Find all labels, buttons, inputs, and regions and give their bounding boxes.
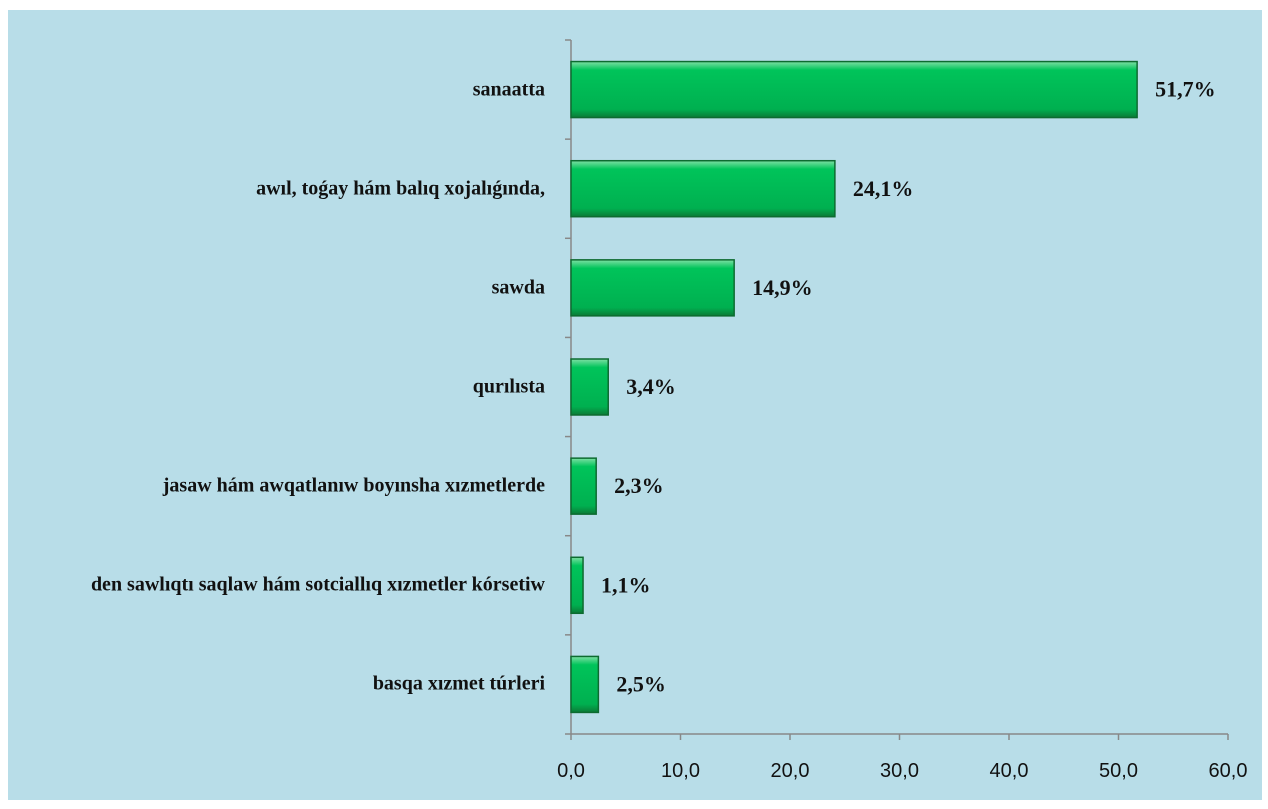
category-label-box: den sawlıqtı saqlaw hám sotciallıq xızme… [5, 573, 545, 598]
category-label: jasaw hám awqatlanıw boyınsha xızmetlerd… [162, 474, 545, 497]
category-label: sawda [491, 276, 545, 299]
category-label-box: basqa xızmet túrleri [5, 672, 545, 697]
value-label: 3,4% [626, 374, 676, 399]
bar [570, 358, 609, 416]
value-label: 14,9% [752, 275, 813, 300]
x-tick-label: 60,0 [1209, 760, 1248, 782]
value-label: 24,1% [853, 176, 914, 201]
category-label-box: qurılısta [5, 375, 545, 400]
bar [570, 655, 600, 714]
category-label: qurılısta [472, 375, 545, 398]
x-tick-label: 30,0 [880, 760, 919, 782]
x-tick-label: 0,0 [557, 760, 585, 782]
value-label: 51,7% [1155, 77, 1216, 102]
value-label: 2,3% [614, 473, 664, 498]
x-tick-label: 50,0 [1099, 760, 1138, 782]
category-label: basqa xızmet túrleri [372, 672, 545, 695]
bar [570, 556, 584, 615]
bar [570, 259, 735, 317]
category-label: sanaatta [472, 78, 545, 101]
category-label-box: awıl, toǵay hám balıq xojalıǵında, [5, 176, 545, 201]
category-label: den sawlıqtı saqlaw hám sotciallıq xızme… [90, 573, 545, 596]
chart-area [8, 10, 1262, 800]
value-label: 1,1% [601, 572, 651, 597]
category-label: awıl, toǵay hám balıq xojalıǵında, [256, 177, 545, 200]
value-label: 2,5% [616, 671, 666, 696]
category-label-box: jasaw hám awqatlanıw boyınsha xızmetlerd… [5, 474, 545, 499]
x-tick-label: 40,0 [990, 760, 1029, 782]
bar [570, 457, 597, 515]
bar [570, 159, 836, 218]
x-tick-label: 10,0 [661, 760, 700, 782]
category-label-box: sawda [5, 275, 545, 300]
bar [570, 60, 1138, 119]
x-tick-label: 20,0 [771, 760, 810, 782]
category-label-box: sanaatta [5, 77, 545, 102]
